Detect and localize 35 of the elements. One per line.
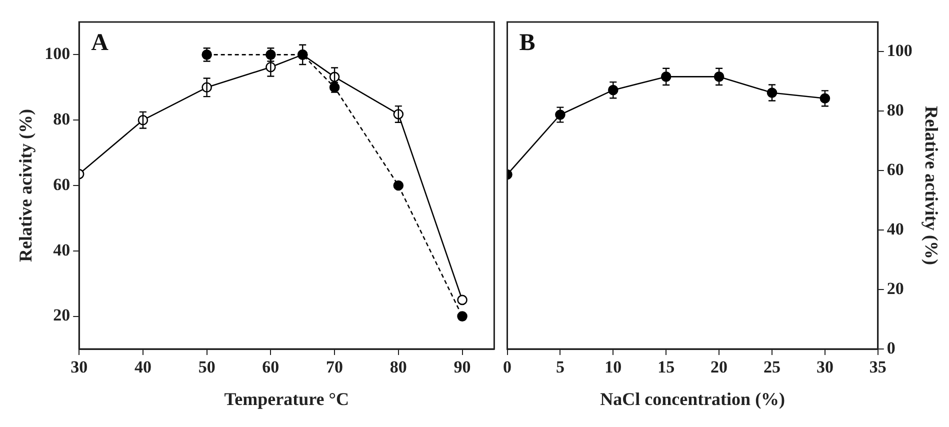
y2-tick-label: 60 [886,160,904,180]
y2-tick-label: 100 [886,41,912,60]
point [457,311,468,322]
point [457,294,468,306]
x-axis-title: NaCl concentration (%) [600,388,786,409]
x-axis-title: Temperature °C [224,388,349,409]
y-axis-title: Relative acivity (%) [15,109,36,262]
y-tick-label: 100 [44,44,70,64]
x-tick-label: 35 [869,358,886,377]
x-tick-label: 40 [134,358,152,377]
x-tick-label: 50 [198,358,216,377]
x-tick-label: 0 [503,358,512,377]
y2-axis-title: Relative activity (%) [922,106,942,265]
x-tick-label: 60 [262,358,280,377]
annotation: B [519,30,536,56]
x-tick-label: 25 [764,358,780,377]
y-tick-label: 80 [53,109,70,128]
x-tick-label: 90 [454,358,471,377]
point [393,180,404,191]
x-tick-label: 30 [816,358,834,377]
x-tick-label: 70 [326,358,344,377]
annotation: A [91,30,110,56]
y-tick-label: 60 [53,174,70,194]
y-tick-label: 20 [53,306,70,325]
x-tick-label: 30 [70,358,88,377]
y2-tick-label: 80 [886,100,904,120]
x-tick-label: 10 [604,358,622,377]
x-tick-label: 20 [710,358,728,377]
y2-tick-label: 20 [886,278,904,298]
y2-tick-label: 0 [886,338,896,358]
x-tick-label: 80 [390,358,407,377]
x-tick-label: 15 [658,358,675,377]
x-tick-label: 5 [556,358,564,377]
y2-tick-label: 40 [886,219,904,238]
y-tick-label: 40 [53,240,70,260]
